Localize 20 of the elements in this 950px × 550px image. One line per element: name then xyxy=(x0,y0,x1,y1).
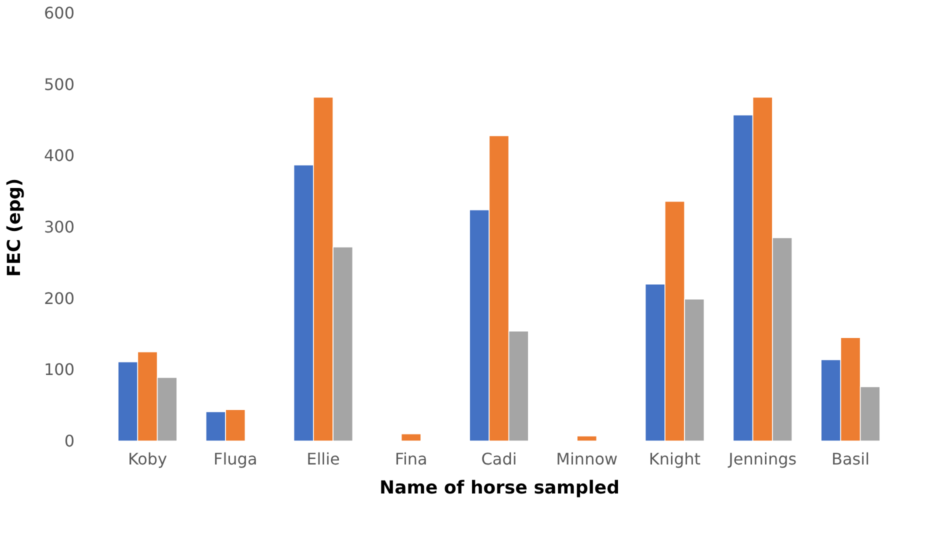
x-tick-label: Cadi xyxy=(481,450,517,468)
bar xyxy=(576,436,598,442)
y-tick-label: 100 xyxy=(44,360,74,380)
bar xyxy=(400,433,422,442)
x-tick-label: Knight xyxy=(648,450,701,468)
y-tick-label: 400 xyxy=(44,146,74,166)
x-tick-label: Jennings xyxy=(728,450,797,468)
y-axis-title: FEC (epg) xyxy=(4,178,25,277)
x-tick-label: Koby xyxy=(128,450,168,468)
x-axis-title: Name of horse sampled xyxy=(380,478,620,498)
y-tick-label: 500 xyxy=(44,74,74,94)
x-tick-label: Minnow xyxy=(556,450,618,468)
x-tick-label: Fina xyxy=(394,450,428,468)
y-tick-label: 600 xyxy=(44,4,74,22)
x-tick-label: Fluga xyxy=(214,450,258,468)
x-tick-label: Ellie xyxy=(306,450,340,468)
y-tick-label: 200 xyxy=(44,288,74,308)
y-tick-label: 300 xyxy=(44,218,74,236)
x-tick-label: Basil xyxy=(831,450,870,468)
y-tick-label: 0 xyxy=(64,432,74,450)
